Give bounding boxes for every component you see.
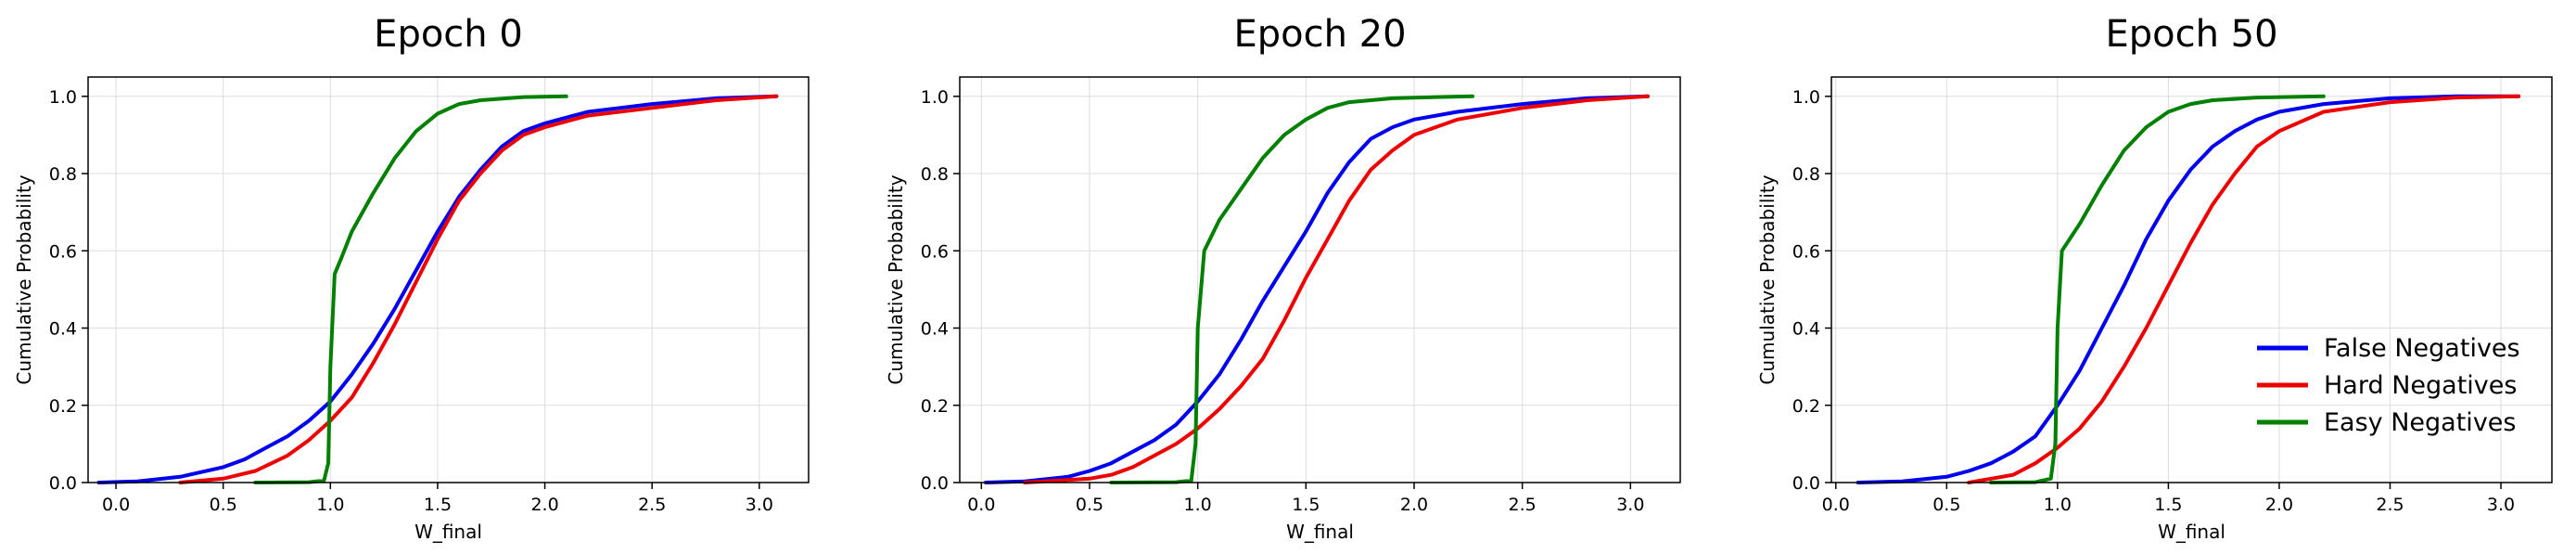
x-tick-label: 0.0	[967, 495, 995, 515]
y-tick-label: 0.8	[921, 164, 949, 185]
legend-entry-label: False Negatives	[2324, 334, 2520, 363]
plot-frame	[1830, 76, 2553, 483]
plot-frame	[87, 76, 810, 483]
y-tick-label: 0.4	[921, 319, 949, 340]
chart-title: Epoch 50	[2105, 13, 2277, 56]
y-axis-label: Cumulative Probability	[13, 174, 35, 384]
x-tick-label: 2.0	[2265, 495, 2293, 515]
y-tick-label: 0.6	[1792, 241, 1820, 262]
x-tick-label: 2.5	[2376, 495, 2404, 515]
series-line-hard-negatives	[1023, 94, 1650, 484]
x-tick-label: 1.0	[316, 495, 344, 515]
y-axis-label: Cumulative Probability	[885, 174, 907, 384]
y-tick-label: 0.6	[921, 241, 949, 262]
y-tick-label: 1.0	[921, 87, 949, 108]
chart-panel-2: Epoch 50 0.0 0.5 1.0 1.5 2.0 2.5 3.0 0.0 0.2 0.4 0.…	[1756, 13, 2553, 543]
legend: False Negatives Hard Negatives Easy Negati…	[2257, 334, 2520, 437]
x-axis-label: W_final	[414, 521, 482, 543]
y-tick-label: 0.0	[49, 473, 77, 494]
series-line-false-negatives	[96, 94, 779, 484]
legend-entry-label: Hard Negatives	[2324, 371, 2517, 400]
x-tick-label: 3.0	[1616, 495, 1644, 515]
y-tick-label: 1.0	[49, 87, 77, 108]
x-tick-label: 0.5	[1076, 495, 1103, 515]
y-tick-label: 0.0	[921, 473, 949, 494]
x-tick-label: 3.0	[2487, 495, 2515, 515]
x-tick-label: 3.0	[746, 495, 773, 515]
chart-title: Epoch 20	[1233, 13, 1406, 56]
series-line-easy-negatives	[1989, 94, 2326, 484]
x-tick-label: 0.5	[210, 495, 237, 515]
series-line-false-negatives	[1855, 94, 2521, 484]
x-tick-label: 0.0	[1822, 495, 1850, 515]
x-tick-label: 1.5	[1292, 495, 1320, 515]
chart-panel-1: Epoch 20 0.0 0.5 1.0 1.5 2.0 2.5 3.0 0.0 0.2 0.4 0.…	[885, 13, 1681, 543]
series-line-hard-negatives	[178, 94, 779, 484]
x-tick-label: 1.0	[2044, 495, 2072, 515]
y-tick-label: 0.4	[1792, 319, 1820, 340]
series-line-easy-negatives	[1109, 94, 1474, 484]
x-tick-label: 2.0	[1400, 495, 1428, 515]
y-axis-label: Cumulative Probability	[1756, 174, 1779, 384]
y-tick-label: 0.8	[49, 164, 77, 185]
plot-frame	[959, 76, 1681, 483]
x-tick-label: 2.5	[1509, 495, 1537, 515]
x-tick-label: 0.5	[1932, 495, 1960, 515]
x-tick-label: 2.5	[638, 495, 666, 515]
y-tick-label: 0.4	[49, 319, 77, 340]
y-tick-label: 0.8	[1792, 164, 1820, 185]
x-tick-label: 1.5	[424, 495, 452, 515]
x-tick-label: 1.0	[1184, 495, 1212, 515]
x-axis-label: W_final	[2158, 521, 2225, 543]
x-axis-label: W_final	[1286, 521, 1354, 543]
y-tick-label: 0.2	[49, 396, 77, 417]
series-line-easy-negatives	[253, 94, 568, 484]
y-tick-label: 0.2	[921, 396, 949, 417]
y-tick-label: 0.2	[1792, 396, 1820, 417]
legend-entry-label: Easy Negatives	[2324, 408, 2516, 437]
chart-title: Epoch 0	[374, 13, 523, 56]
x-tick-label: 2.0	[530, 495, 558, 515]
y-tick-label: 1.0	[1792, 87, 1820, 108]
series-line-false-negatives	[984, 94, 1650, 484]
y-tick-label: 0.0	[1792, 473, 1820, 494]
x-tick-label: 1.5	[2154, 495, 2182, 515]
y-tick-label: 0.6	[49, 241, 77, 262]
chart-panel-0: Epoch 0 0.0 0.5 1.0 1.5 2.0 2.5 3.0 0.0 0.2 0.4 0.6…	[13, 13, 810, 543]
x-tick-label: 0.0	[102, 495, 130, 515]
